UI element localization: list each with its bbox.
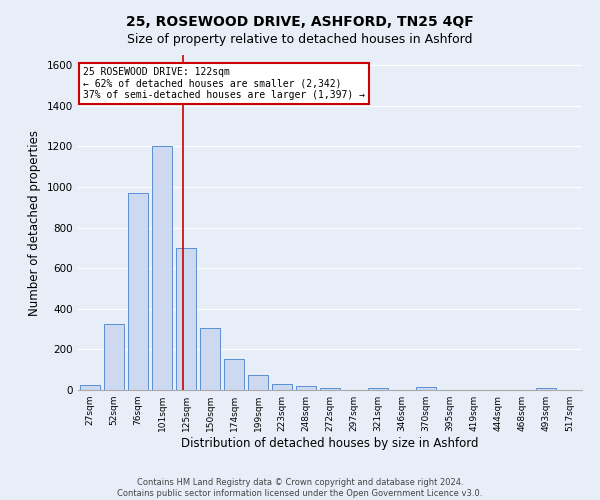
Bar [152,146,172,390]
Text: Contains HM Land Registry data © Crown copyright and database right 2024.
Contai: Contains HM Land Registry data © Crown c… [118,478,482,498]
Bar [80,385,100,390]
Bar [536,388,556,390]
Bar [176,248,196,390]
Bar [320,388,340,390]
X-axis label: Distribution of detached houses by size in Ashford: Distribution of detached houses by size … [181,437,479,450]
Bar [128,193,148,390]
Bar [200,328,220,390]
Bar [272,384,292,390]
Bar [296,386,316,390]
Bar [248,375,268,390]
Text: Size of property relative to detached houses in Ashford: Size of property relative to detached ho… [127,32,473,46]
Bar [416,387,436,390]
Bar [368,388,388,390]
Y-axis label: Number of detached properties: Number of detached properties [28,130,41,316]
Bar [224,358,244,390]
Text: 25, ROSEWOOD DRIVE, ASHFORD, TN25 4QF: 25, ROSEWOOD DRIVE, ASHFORD, TN25 4QF [126,15,474,29]
Bar [104,324,124,390]
Text: 25 ROSEWOOD DRIVE: 122sqm
← 62% of detached houses are smaller (2,342)
37% of se: 25 ROSEWOOD DRIVE: 122sqm ← 62% of detac… [83,66,365,100]
